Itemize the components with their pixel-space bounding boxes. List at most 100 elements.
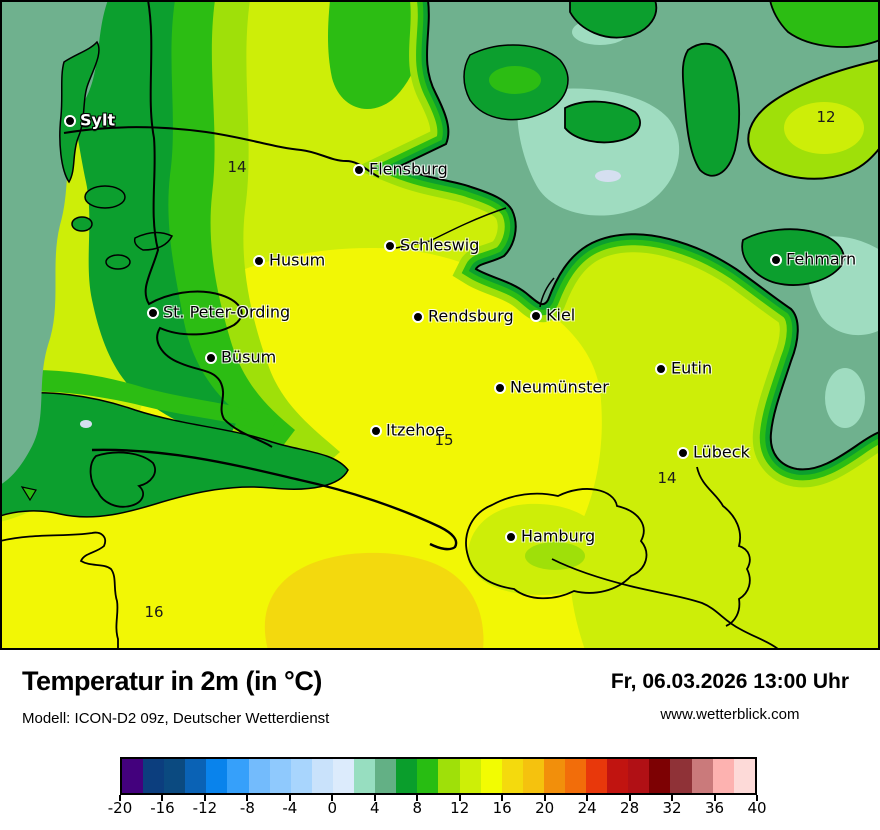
island-amrum: [71, 216, 93, 232]
island-lolland-inner: [784, 102, 864, 154]
denmark-green-patch: [328, 0, 430, 109]
west-coastline: [144, 0, 273, 448]
scale-tick-label: 16: [492, 799, 512, 817]
forecast-datetime: Fr, 06.03.2026 13:00 Uhr: [610, 670, 849, 693]
scale-tick: [373, 795, 376, 801]
elbe-river: [91, 448, 458, 551]
map-svg: [0, 0, 880, 650]
island-foehr: [84, 185, 126, 209]
scale-tick: [331, 795, 334, 801]
scale-segment: [649, 759, 671, 793]
scale-segment: [206, 759, 228, 793]
scale-segment: [311, 759, 333, 793]
map-border: [0, 0, 880, 650]
scale-tick: [586, 795, 589, 801]
scale-tick: [458, 795, 461, 801]
scale-segment: [564, 759, 587, 793]
scale-segment: [712, 759, 734, 793]
scale-segment: [522, 759, 544, 793]
scale-segment: [459, 759, 481, 793]
scale-segment: [417, 759, 439, 793]
scale-segment: [543, 759, 565, 793]
scale-tick: [203, 795, 206, 801]
west-band-darkgreen: [55, 0, 240, 440]
scale-tick: [288, 795, 291, 801]
scale-segment: [607, 759, 629, 793]
island-corner-strip: [769, 0, 880, 48]
scale-segment: [691, 759, 713, 793]
scale-segment: [375, 759, 397, 793]
scale-tick: [246, 795, 249, 801]
scale-bar: [120, 757, 757, 795]
scale-tick-label: 40: [747, 799, 767, 817]
scale-tick-label: -8: [239, 799, 255, 817]
island-small: [20, 486, 37, 502]
scale-segment: [438, 759, 460, 793]
kiel-fjord: [539, 277, 555, 308]
sea-patch-mint-4: [825, 368, 865, 428]
scale-tick-label: -16: [150, 799, 175, 817]
scale-tick-label: -4: [282, 799, 298, 817]
scale-segment: [227, 759, 249, 793]
scale-segment: [248, 759, 270, 793]
scale-tick: [416, 795, 419, 801]
warm-region-gold: [264, 552, 484, 650]
hamburg-region-inner: [525, 542, 585, 570]
sea-patch-pale-1: [595, 170, 621, 182]
scale-segment: [354, 759, 376, 793]
state-border-east: [696, 466, 751, 627]
scale-segment: [733, 759, 755, 793]
denmark-border: [63, 126, 380, 178]
datetime-block: Fr, 06.03.2026 13:00 Uhr www.wetterblick…: [611, 670, 849, 723]
color-scale-legend: -20 -16 -12 -8 -4 0 4 8 12 16 20 24 28 32 36 40: [108, 757, 767, 817]
island-sylt: [59, 40, 100, 184]
island-top-1: [569, 0, 658, 39]
scale-tick-label: 32: [662, 799, 682, 817]
island-sundeved-inner: [489, 66, 541, 94]
schlei-inlet: [395, 207, 507, 249]
island-aeroe: [564, 100, 641, 144]
scale-tick-label: 4: [370, 799, 380, 817]
scale-segment: [143, 759, 165, 793]
island-als: [681, 42, 741, 177]
scale-tick-label: 20: [535, 799, 555, 817]
sea-patch-pale-2: [80, 420, 92, 428]
scale-segment: [164, 759, 186, 793]
scale-tick-label: 36: [704, 799, 725, 817]
island-pellworm: [105, 254, 131, 270]
scale-segment: [396, 759, 418, 793]
scale-segment: [122, 759, 144, 793]
scale-tick: [161, 795, 164, 801]
scale-tick-label: 24: [577, 799, 597, 817]
scale-tick-label: 12: [450, 799, 470, 817]
scale-tick-label: -12: [192, 799, 218, 817]
scale-tick: [501, 795, 504, 801]
scale-tick: [671, 795, 674, 801]
state-border-south: [551, 558, 779, 650]
temperature-map: Sylt Flensburg Schleswig Husum Fehmarn St. Pe…: [0, 0, 880, 650]
scale-segment: [501, 759, 523, 793]
scale-tick-label: 0: [327, 799, 338, 817]
scale-segment: [670, 759, 692, 793]
scale-segment: [628, 759, 650, 793]
scale-tick: [756, 795, 758, 801]
estuary-fringe: [0, 369, 278, 432]
scale-tick-label: 8: [412, 799, 423, 817]
scale-tick: [628, 795, 631, 801]
scale-tick: [713, 795, 716, 801]
island-fehmarn: [741, 228, 845, 286]
north-sea: [0, 0, 108, 485]
scale-segment: [332, 759, 355, 793]
scale-segment: [586, 759, 608, 793]
state-border-southwest: [0, 531, 119, 648]
scale-tick: [543, 795, 546, 801]
hamburg-border: [465, 488, 648, 600]
website-url: www.wetterblick.com: [660, 706, 800, 723]
scale-segment: [185, 759, 207, 793]
scale-segment: [269, 759, 291, 793]
scale-tick: [119, 795, 121, 801]
scale-tick-label: -20: [107, 799, 133, 817]
model-info: Modell: ICON-D2 09z, Deutscher Wetterdie…: [22, 710, 330, 727]
scale-segment: [480, 759, 502, 793]
